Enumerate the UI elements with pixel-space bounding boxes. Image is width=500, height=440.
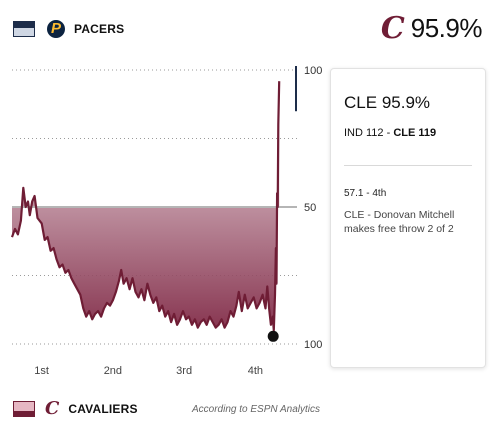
card-game-time: 57.1 - 4th — [344, 188, 387, 199]
cavaliers-probability-area — [12, 81, 280, 331]
score-separator: - — [383, 127, 394, 139]
card-divider — [344, 165, 472, 166]
x-axis-ticks: 1st 2nd 3rd 4th — [34, 365, 263, 377]
cavaliers-probability-line — [10, 81, 281, 332]
card-title: CLE 95.9% — [344, 93, 472, 113]
chart-header: PACERS C 95.9% — [0, 0, 500, 62]
pacers-color-swatch-icon — [13, 21, 35, 37]
leader-probability: C 95.9% — [380, 10, 483, 46]
x-tick-label: 3rd — [176, 365, 192, 377]
card-pct: 95.9% — [381, 93, 431, 112]
cavaliers-logo-icon: C — [380, 10, 405, 46]
y-tick-label: 100 — [304, 65, 322, 77]
win-probability-chart[interactable]: 100 50 100 1st 2nd 3rd 4th — [0, 60, 330, 390]
y-tick-label: 100 — [304, 339, 322, 351]
y-axis-ticks: 100 50 100 — [304, 65, 322, 351]
y-tick-label: 50 — [304, 202, 316, 214]
card-team: CLE — [344, 93, 378, 112]
cavaliers-team-name: CAVALIERS — [68, 402, 138, 416]
x-tick-label: 2nd — [104, 365, 122, 377]
cavaliers-team-row: C CAVALIERS — [13, 400, 138, 418]
x-tick-label: 1st — [34, 365, 49, 377]
score-away: IND 112 — [344, 127, 384, 139]
probability-card: CLE 95.9% IND 112 - CLE 119 57.1 - 4th C… — [330, 68, 486, 368]
pacers-team-row: PACERS — [13, 20, 124, 38]
leader-pct-value: 95.9% — [410, 13, 483, 43]
chart-footer: C CAVALIERS According to ESPN Analytics — [0, 392, 500, 432]
score-home: CLE 119 — [393, 127, 437, 139]
card-play-description: CLE - Donovan Mitchell makes free throw … — [344, 209, 455, 235]
card-score: IND 112 - CLE 119 — [344, 127, 472, 139]
current-moment-marker[interactable] — [267, 330, 279, 342]
cavaliers-color-swatch-icon — [13, 401, 35, 417]
x-tick-label: 4th — [248, 365, 263, 377]
analytics-credit: According to ESPN Analytics — [192, 404, 321, 415]
pacers-logo-icon — [47, 20, 65, 38]
pacers-team-name: PACERS — [74, 22, 125, 36]
cavaliers-logo-icon: C — [45, 398, 60, 419]
